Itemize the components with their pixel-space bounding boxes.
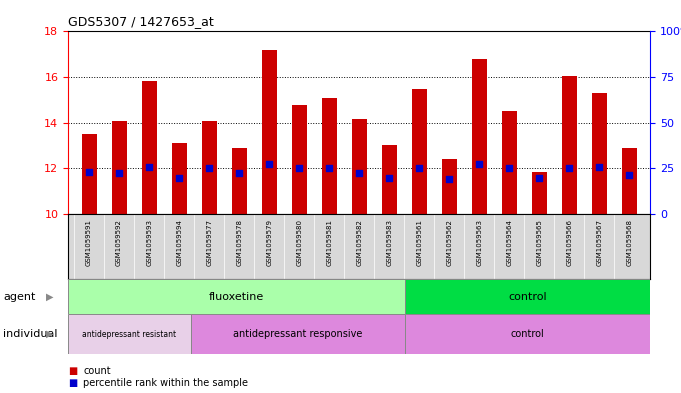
Point xyxy=(564,165,575,172)
Bar xyxy=(202,121,217,214)
Bar xyxy=(472,59,487,214)
Text: GSM1059594: GSM1059594 xyxy=(176,219,182,266)
Text: ▶: ▶ xyxy=(46,292,54,302)
Point xyxy=(594,164,605,171)
Text: GSM1059580: GSM1059580 xyxy=(296,219,302,266)
Bar xyxy=(68,279,405,314)
Text: GSM1059563: GSM1059563 xyxy=(476,219,482,266)
Bar xyxy=(68,314,191,354)
Point xyxy=(534,174,545,181)
Text: GSM1059568: GSM1059568 xyxy=(627,219,633,266)
Bar xyxy=(405,314,650,354)
Text: ■: ■ xyxy=(68,366,78,376)
Text: fluoxetine: fluoxetine xyxy=(209,292,264,302)
Text: GSM1059582: GSM1059582 xyxy=(356,219,362,266)
Bar xyxy=(112,121,127,214)
Point xyxy=(323,165,334,172)
Text: count: count xyxy=(83,366,111,376)
Bar xyxy=(382,145,397,214)
Bar xyxy=(532,172,547,214)
Bar xyxy=(232,148,247,214)
Text: GSM1059567: GSM1059567 xyxy=(597,219,602,266)
Bar xyxy=(82,134,97,214)
Bar xyxy=(502,111,517,214)
Bar xyxy=(262,50,276,214)
Point xyxy=(144,164,155,171)
Point xyxy=(474,161,485,167)
Text: GSM1059564: GSM1059564 xyxy=(506,219,512,266)
Text: control: control xyxy=(509,292,547,302)
Text: ■: ■ xyxy=(68,378,78,388)
Bar xyxy=(142,81,157,214)
Point xyxy=(264,161,274,167)
Text: individual: individual xyxy=(3,329,58,339)
Text: percentile rank within the sample: percentile rank within the sample xyxy=(83,378,248,388)
Text: agent: agent xyxy=(3,292,36,302)
Point xyxy=(174,174,185,181)
Bar xyxy=(622,148,637,214)
Text: GDS5307 / 1427653_at: GDS5307 / 1427653_at xyxy=(68,15,214,28)
Point xyxy=(294,165,304,172)
Text: GSM1059591: GSM1059591 xyxy=(86,219,92,266)
Text: GSM1059566: GSM1059566 xyxy=(567,219,572,266)
Text: control: control xyxy=(511,329,545,339)
Text: GSM1059577: GSM1059577 xyxy=(206,219,212,266)
Text: GSM1059561: GSM1059561 xyxy=(416,219,422,266)
Bar xyxy=(351,119,367,214)
Bar xyxy=(172,143,187,214)
Text: antidepressant responsive: antidepressant responsive xyxy=(234,329,362,339)
Bar xyxy=(191,314,405,354)
Bar xyxy=(442,159,457,214)
Text: GSM1059578: GSM1059578 xyxy=(236,219,242,266)
Text: GSM1059562: GSM1059562 xyxy=(446,219,452,266)
Bar xyxy=(405,279,650,314)
Text: GSM1059592: GSM1059592 xyxy=(116,219,122,266)
Text: GSM1059565: GSM1059565 xyxy=(537,219,542,266)
Bar xyxy=(592,93,607,214)
Text: GSM1059579: GSM1059579 xyxy=(266,219,272,266)
Text: GSM1059583: GSM1059583 xyxy=(386,219,392,266)
Point xyxy=(414,165,425,172)
Text: GSM1059593: GSM1059593 xyxy=(146,219,152,266)
Point xyxy=(234,170,244,176)
Bar xyxy=(562,76,577,214)
Point xyxy=(84,169,95,175)
Point xyxy=(114,170,125,176)
Bar xyxy=(412,88,427,214)
Bar xyxy=(321,98,336,214)
Point xyxy=(504,165,515,172)
Point xyxy=(444,176,455,182)
Text: GSM1059581: GSM1059581 xyxy=(326,219,332,266)
Point xyxy=(204,165,215,172)
Point xyxy=(384,174,395,181)
Text: ▶: ▶ xyxy=(46,329,54,339)
Point xyxy=(624,172,635,178)
Point xyxy=(354,170,365,176)
Bar xyxy=(291,105,306,214)
Text: antidepressant resistant: antidepressant resistant xyxy=(82,330,176,338)
